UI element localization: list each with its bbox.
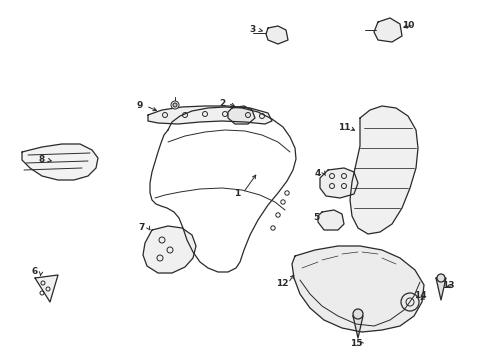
Text: 5: 5 (312, 213, 319, 222)
Polygon shape (349, 106, 417, 234)
Polygon shape (265, 26, 287, 44)
Polygon shape (148, 106, 271, 124)
Polygon shape (227, 106, 254, 124)
Polygon shape (317, 210, 343, 230)
Text: 8: 8 (39, 156, 45, 165)
Text: 7: 7 (139, 222, 145, 231)
Text: 10: 10 (401, 21, 413, 30)
Text: 13: 13 (441, 280, 453, 289)
Polygon shape (435, 278, 445, 300)
Polygon shape (319, 168, 357, 198)
Polygon shape (352, 316, 362, 338)
Circle shape (436, 274, 444, 282)
Polygon shape (35, 275, 58, 302)
Polygon shape (22, 144, 98, 180)
Text: 1: 1 (233, 189, 240, 198)
Text: 4: 4 (314, 168, 321, 177)
Text: 11: 11 (337, 123, 349, 132)
Circle shape (352, 309, 362, 319)
Text: 9: 9 (137, 102, 143, 111)
Text: 15: 15 (349, 339, 362, 348)
Polygon shape (291, 246, 423, 332)
Text: 12: 12 (275, 279, 287, 288)
Circle shape (173, 103, 177, 107)
Text: 2: 2 (219, 99, 224, 108)
Circle shape (171, 101, 179, 109)
Polygon shape (373, 18, 401, 42)
Text: 6: 6 (32, 267, 38, 276)
Text: 3: 3 (249, 26, 256, 35)
Text: 14: 14 (413, 292, 426, 301)
Polygon shape (142, 226, 196, 273)
